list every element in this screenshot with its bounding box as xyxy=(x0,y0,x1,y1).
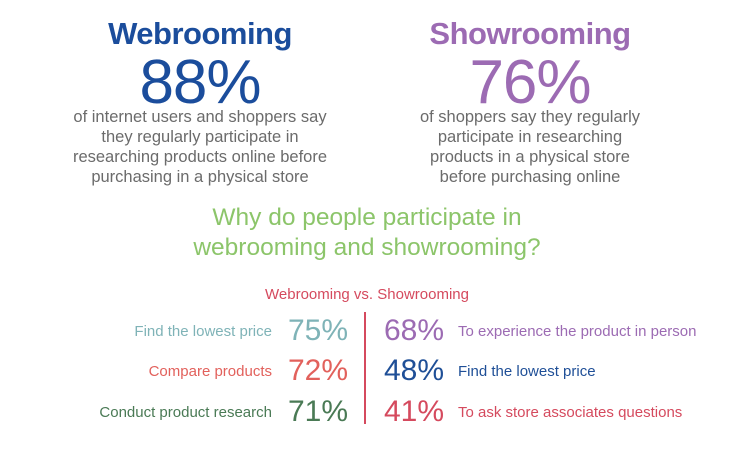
webrooming-description: of internet users and shoppers say they … xyxy=(40,107,360,187)
webrooming-desc-line: they regularly participate in xyxy=(101,128,299,146)
showrooming-reason-percent: 48% xyxy=(384,354,445,387)
showrooming-reason-label: To experience the product in person xyxy=(458,323,697,340)
webrooming-desc-line: purchasing in a physical store xyxy=(91,168,309,186)
webrooming-reason-percent: 75% xyxy=(288,314,349,347)
showrooming-title: Showrooming xyxy=(429,16,631,51)
webrooming-desc-line: researching products online before xyxy=(72,148,328,166)
webrooming-reason-percent: 71% xyxy=(288,395,349,428)
showrooming-reason-percent: 68% xyxy=(384,314,445,347)
webrooming-title: Webrooming xyxy=(108,16,292,51)
showrooming-desc-line: participate in researching xyxy=(437,128,623,146)
showrooming-desc-line: of shoppers say they regularly xyxy=(419,108,641,126)
webrooming-percent: 88% xyxy=(139,48,261,117)
showrooming-desc-line: products in a physical store xyxy=(430,148,630,166)
question-heading: Why do people participate in webrooming … xyxy=(60,203,674,263)
showrooming-desc-line: before purchasing online xyxy=(439,168,621,186)
question-line: Why do people participate in xyxy=(212,204,522,231)
comparison-title: Webrooming vs. Showrooming xyxy=(265,286,469,303)
question-line: webrooming and showrooming? xyxy=(193,234,541,261)
showrooming-percent: 76% xyxy=(469,48,591,117)
showrooming-reason-percent: 41% xyxy=(384,395,445,428)
webrooming-reason-label: Find the lowest price xyxy=(134,323,272,340)
center-divider xyxy=(364,312,366,424)
webrooming-reason-label: Compare products xyxy=(148,363,272,380)
webrooming-desc-line: of internet users and shoppers say xyxy=(73,108,327,126)
webrooming-reason-label: Conduct product research xyxy=(99,404,272,421)
showrooming-description: of shoppers say they regularly participa… xyxy=(370,107,690,187)
showrooming-reason-label: To ask store associates questions xyxy=(458,404,683,421)
showrooming-reason-label: Find the lowest price xyxy=(458,363,596,380)
webrooming-reason-percent: 72% xyxy=(288,354,349,387)
